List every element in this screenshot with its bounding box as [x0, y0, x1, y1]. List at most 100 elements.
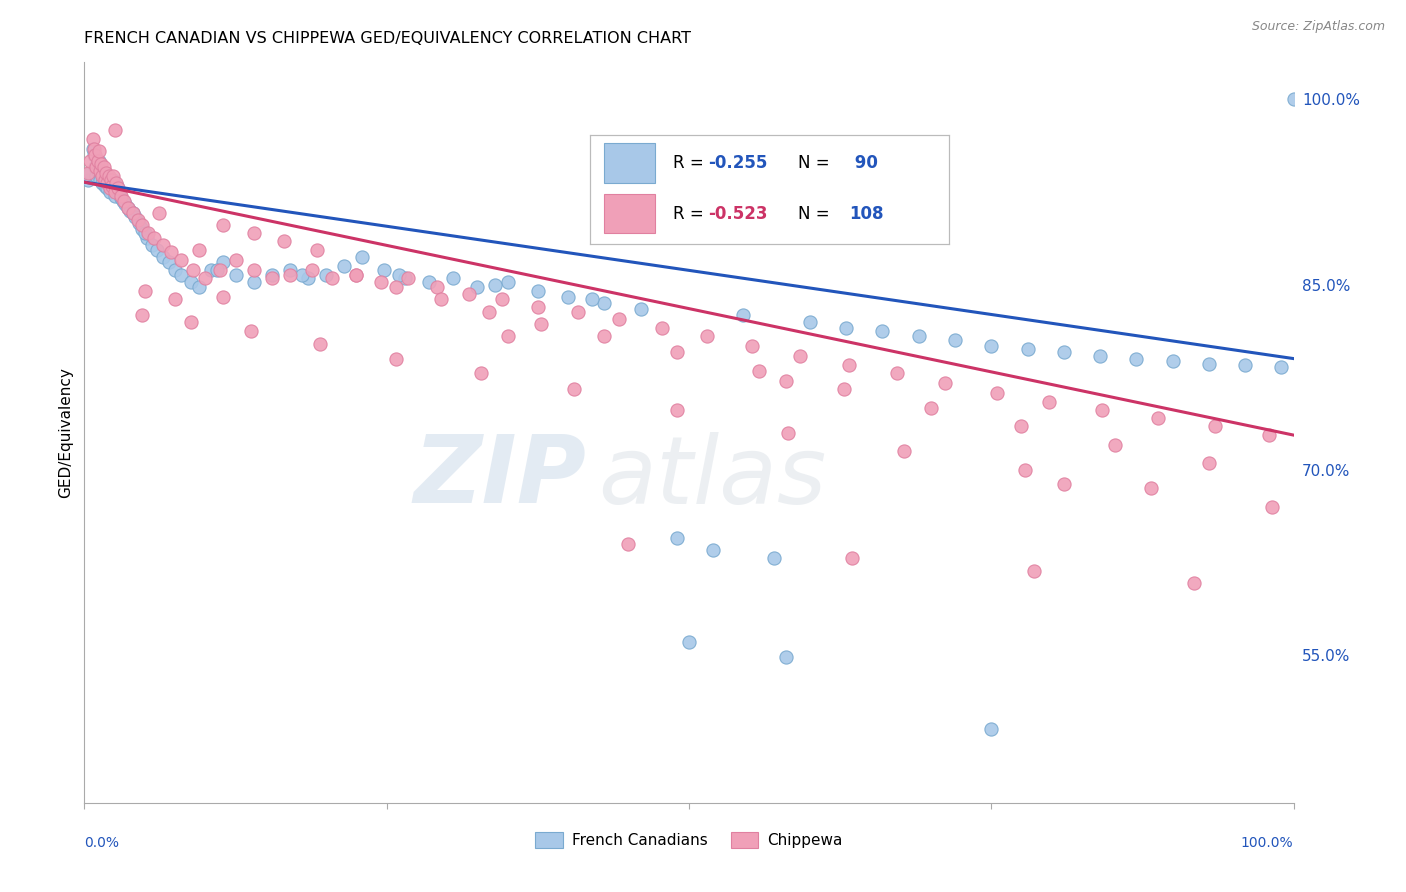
- Point: [491, 293, 513, 307]
- Point: [94, 166, 117, 180]
- Point: [665, 531, 688, 545]
- Point: [593, 296, 616, 310]
- Point: [430, 293, 453, 307]
- Point: [370, 275, 392, 289]
- Point: [1198, 357, 1220, 371]
- Point: [1140, 481, 1163, 495]
- Point: [82, 142, 104, 156]
- Point: [651, 320, 673, 334]
- Point: [665, 345, 688, 359]
- Point: [333, 259, 356, 273]
- Point: [141, 238, 163, 252]
- Point: [832, 383, 855, 397]
- Point: [980, 339, 1002, 353]
- Point: [907, 329, 929, 343]
- FancyBboxPatch shape: [605, 194, 655, 234]
- Point: [96, 177, 118, 191]
- Point: [278, 262, 301, 277]
- Point: [1198, 457, 1220, 471]
- Text: R =: R =: [672, 204, 709, 223]
- Point: [124, 210, 146, 224]
- Point: [240, 325, 263, 339]
- Point: [593, 329, 616, 343]
- Point: [212, 290, 235, 304]
- Point: [170, 252, 193, 267]
- Text: 90: 90: [849, 154, 877, 172]
- Point: [1282, 92, 1305, 106]
- Point: [94, 172, 117, 186]
- Legend: French Canadians, Chippewa: French Canadians, Chippewa: [529, 826, 849, 855]
- Text: R =: R =: [672, 154, 709, 172]
- Point: [702, 542, 724, 557]
- Point: [394, 271, 416, 285]
- Point: [157, 255, 180, 269]
- Point: [273, 235, 295, 249]
- Point: [762, 551, 785, 566]
- Point: [91, 177, 114, 191]
- Text: -0.523: -0.523: [709, 204, 768, 223]
- Point: [835, 320, 858, 334]
- Point: [789, 349, 811, 363]
- Point: [838, 358, 860, 372]
- Point: [527, 300, 550, 314]
- Point: [242, 275, 264, 289]
- Point: [385, 351, 408, 366]
- Point: [131, 219, 153, 233]
- Point: [352, 251, 374, 265]
- Point: [94, 178, 117, 193]
- Point: [1053, 477, 1076, 491]
- Point: [943, 333, 966, 347]
- Point: [1234, 358, 1257, 372]
- Point: [180, 275, 202, 289]
- Point: [87, 154, 110, 169]
- Point: [143, 230, 166, 244]
- Point: [200, 262, 222, 277]
- Point: [110, 188, 132, 202]
- Point: [496, 329, 519, 343]
- Point: [278, 268, 301, 282]
- Point: [138, 226, 160, 240]
- Point: [90, 166, 112, 180]
- Point: [83, 148, 105, 162]
- Point: [152, 238, 174, 252]
- Point: [260, 268, 283, 282]
- Point: [107, 181, 129, 195]
- Text: 108: 108: [849, 204, 883, 223]
- Point: [457, 287, 479, 301]
- Point: [665, 403, 688, 417]
- Point: [83, 142, 105, 156]
- Point: [105, 178, 128, 193]
- Point: [134, 284, 156, 298]
- Point: [103, 172, 125, 186]
- Point: [110, 191, 132, 205]
- Point: [1204, 419, 1226, 434]
- Text: -0.255: -0.255: [709, 154, 768, 172]
- Point: [79, 154, 101, 169]
- Point: [778, 425, 800, 440]
- Point: [120, 203, 142, 218]
- Text: 100.0%: 100.0%: [1241, 836, 1294, 850]
- Point: [77, 172, 100, 186]
- Point: [260, 271, 283, 285]
- Point: [315, 268, 337, 282]
- Point: [841, 551, 863, 566]
- Point: [104, 177, 127, 191]
- Point: [530, 317, 553, 331]
- Point: [165, 293, 187, 307]
- Point: [208, 262, 231, 277]
- Point: [152, 251, 174, 265]
- Point: [678, 635, 700, 649]
- Point: [567, 304, 589, 318]
- Point: [212, 219, 235, 233]
- Point: [441, 271, 464, 285]
- Point: [128, 216, 150, 230]
- Point: [346, 268, 368, 282]
- Point: [188, 243, 211, 257]
- Point: [467, 280, 489, 294]
- Point: [87, 145, 110, 159]
- Point: [775, 374, 797, 388]
- Point: [630, 302, 652, 317]
- Point: [127, 213, 149, 227]
- Point: [117, 201, 139, 215]
- Point: [194, 271, 217, 285]
